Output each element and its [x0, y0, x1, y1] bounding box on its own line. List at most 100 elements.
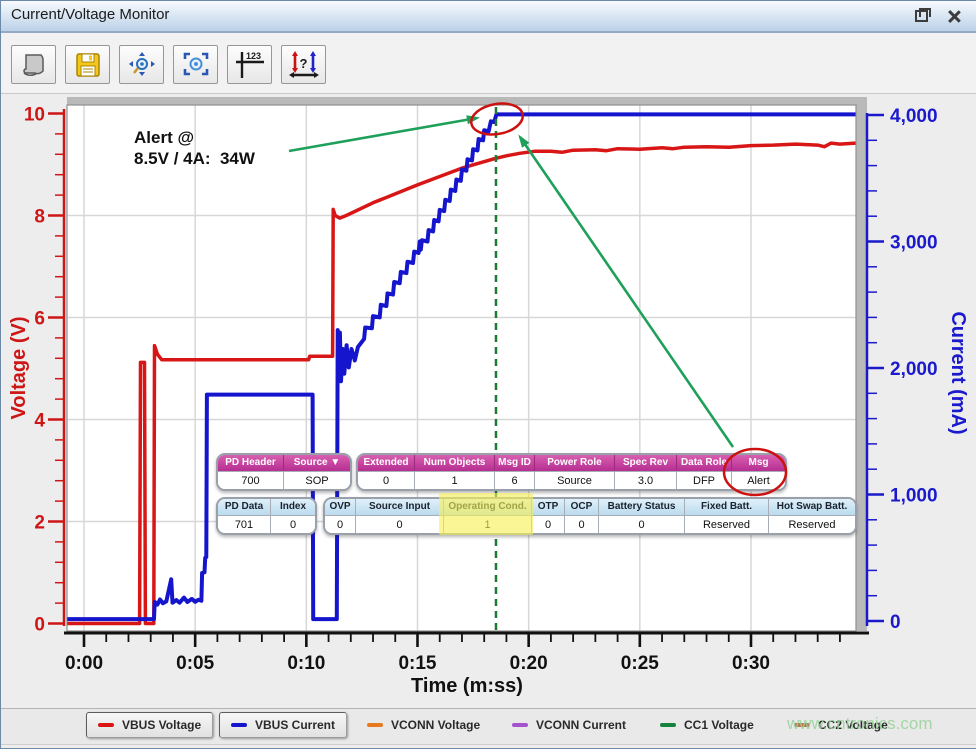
pd-data-header-pd-data: PD Data: [218, 499, 271, 515]
pd-message-header-spec-rev: Spec Rev: [615, 455, 677, 471]
legend-bar: VBUS Voltage VBUS Current VCONN Voltage VCO…: [1, 708, 976, 745]
legend-label: VBUS Voltage: [122, 718, 202, 732]
voltage-tick-label: 6: [34, 309, 45, 330]
pd-message-group-1: Extended Num Objects Msg ID Power Role Spec …: [356, 453, 787, 491]
vbus-current-curve: [67, 112, 856, 622]
window-title: Current/Voltage Monitor: [11, 6, 170, 23]
pd-data-group-0: PD Data Index 701 0: [216, 497, 317, 535]
cursor-values-button[interactable]: 123: [227, 45, 272, 84]
legend-label: VBUS Current: [255, 718, 336, 732]
current-tick-label: 3,000: [890, 233, 938, 254]
pd-message-header-msg: Msg: [732, 455, 785, 471]
pd-message-value-msg: Alert: [732, 471, 785, 489]
x-tick-label: 0:25: [621, 653, 659, 674]
pd-message-value-extended: 0: [358, 471, 415, 489]
pd-data-value-ocp: 0: [565, 515, 599, 533]
current-tick-label: 2,000: [890, 359, 938, 380]
x-tick-label: 0:30: [732, 653, 770, 674]
voltage-tick-label: 2: [34, 513, 45, 534]
pd-message-value-data-role: DFP: [677, 471, 732, 489]
pd-message-value-spec-rev: 3.0: [615, 471, 677, 489]
voltage-tick-label: 10: [24, 105, 45, 126]
plot-area[interactable]: [67, 105, 856, 631]
plot-border: [66, 104, 857, 632]
pd-data-header-fixed-batt: Fixed Batt.: [685, 499, 769, 515]
pd-data-value-otp: 0: [532, 515, 565, 533]
pd-message-header-msg-id: Msg ID: [495, 455, 535, 471]
pd-message-group-0: PD Header Source ▼ 700 SOP: [216, 453, 352, 491]
pd-message-header-data-role: Data Role: [677, 455, 732, 471]
zoom-extents-button[interactable]: [119, 45, 164, 84]
compare-cursors-button[interactable]: ?: [281, 45, 326, 84]
pd-message-value-msg-id: 6: [495, 471, 535, 489]
current-axis-title: Current (mA): [947, 311, 969, 434]
legend-item-vconn-current[interactable]: VCONN Current: [501, 712, 637, 738]
report-button[interactable]: [11, 45, 56, 84]
pd-data-value-battery-status: 0: [599, 515, 685, 533]
pd-data-value-source-input: 0: [356, 515, 444, 533]
legend-swatch: [98, 723, 114, 727]
current-tick-label: 0: [890, 612, 901, 633]
voltage-tick-label: 0: [34, 615, 45, 636]
pd-data-value-pd-data: 701: [218, 515, 271, 533]
pd-data-header-otp: OTP: [532, 499, 565, 515]
pd-data-value-hot-swap-batt: Reserved: [769, 515, 855, 533]
legend-swatch: [512, 723, 528, 727]
legend-swatch: [794, 723, 810, 727]
report-page-icon: [22, 53, 44, 76]
restore-icon: [919, 8, 931, 17]
x-tick-label: 0:20: [510, 653, 548, 674]
toolbar: 123 ?: [1, 33, 976, 94]
save-floppy-icon: [75, 52, 100, 77]
icon-123-text: 123: [246, 51, 261, 61]
x-tick-label: 0:10: [287, 653, 325, 674]
icon-question-text: ?: [299, 56, 307, 71]
pd-data-header-ovp: OVP: [325, 499, 356, 515]
alert-annotation: Alert @ 8.5V / 4A: 34W: [134, 128, 255, 168]
legend-label: CC1 Voltage: [684, 718, 754, 732]
legend-item-cc2-voltage[interactable]: CC2 Voltage: [783, 712, 899, 738]
zoom-window-button[interactable]: [173, 45, 218, 84]
cursor-values-icon: 123: [235, 51, 264, 78]
pd-data-header-battery-status: Battery Status: [599, 499, 685, 515]
pd-data-value-index: 0: [271, 515, 315, 533]
legend-label: CC2 Voltage: [818, 718, 888, 732]
voltage-tick-label: 4: [34, 411, 45, 432]
pd-message-header-pd-header: PD Header: [218, 455, 284, 471]
legend-item-vconn-voltage[interactable]: VCONN Voltage: [356, 712, 491, 738]
pd-data-header-hot-swap-batt: Hot Swap Batt.: [769, 499, 855, 515]
zoom-extents-icon: [128, 51, 155, 76]
pd-message-value-source: SOP: [284, 471, 350, 489]
plot-bezel-top: [67, 97, 867, 105]
legend-item-vbus-voltage[interactable]: VBUS Voltage: [86, 712, 214, 738]
x-axis-title: Time (m:ss): [411, 675, 523, 697]
pd-message-value-power-role: Source: [535, 471, 615, 489]
pd-data-group-1: OVP Source Input Operating Cond. OTP OCP Batt…: [323, 497, 857, 535]
pd-message-header-source[interactable]: Source ▼: [284, 455, 350, 471]
legend-item-cc1-voltage[interactable]: CC1 Voltage: [649, 712, 765, 738]
plot-bezel-right: [856, 97, 867, 631]
pd-data-value-fixed-batt: Reserved: [685, 515, 769, 533]
legend-label: VCONN Voltage: [391, 718, 481, 732]
pd-data-header-index: Index: [271, 499, 315, 515]
pd-message-value-num-objects: 1: [415, 471, 495, 489]
pd-data-header-ocp: OCP: [565, 499, 599, 515]
save-button[interactable]: [65, 45, 110, 84]
legend-label: VCONN Current: [536, 718, 627, 732]
legend-swatch: [231, 723, 247, 727]
legend-swatch: [367, 723, 383, 727]
pd-data-header-operating-cond: Operating Cond.: [444, 499, 532, 515]
restore-window-button[interactable]: [911, 8, 933, 25]
voltage-tick-label: 8: [34, 207, 45, 228]
title-bar: Current/Voltage Monitor: [1, 1, 976, 33]
zoom-window-icon: [183, 52, 208, 75]
pd-message-header-num-objects: Num Objects: [415, 455, 495, 471]
pd-data-value-operating-cond: 1: [444, 515, 532, 533]
pd-message-value-pd-header: 700: [218, 471, 284, 489]
legend-item-vbus-current[interactable]: VBUS Current: [219, 712, 348, 738]
pd-data-header-source-input: Source Input: [356, 499, 444, 515]
x-tick-label: 0:05: [176, 653, 214, 674]
legend-swatch: [660, 723, 676, 727]
